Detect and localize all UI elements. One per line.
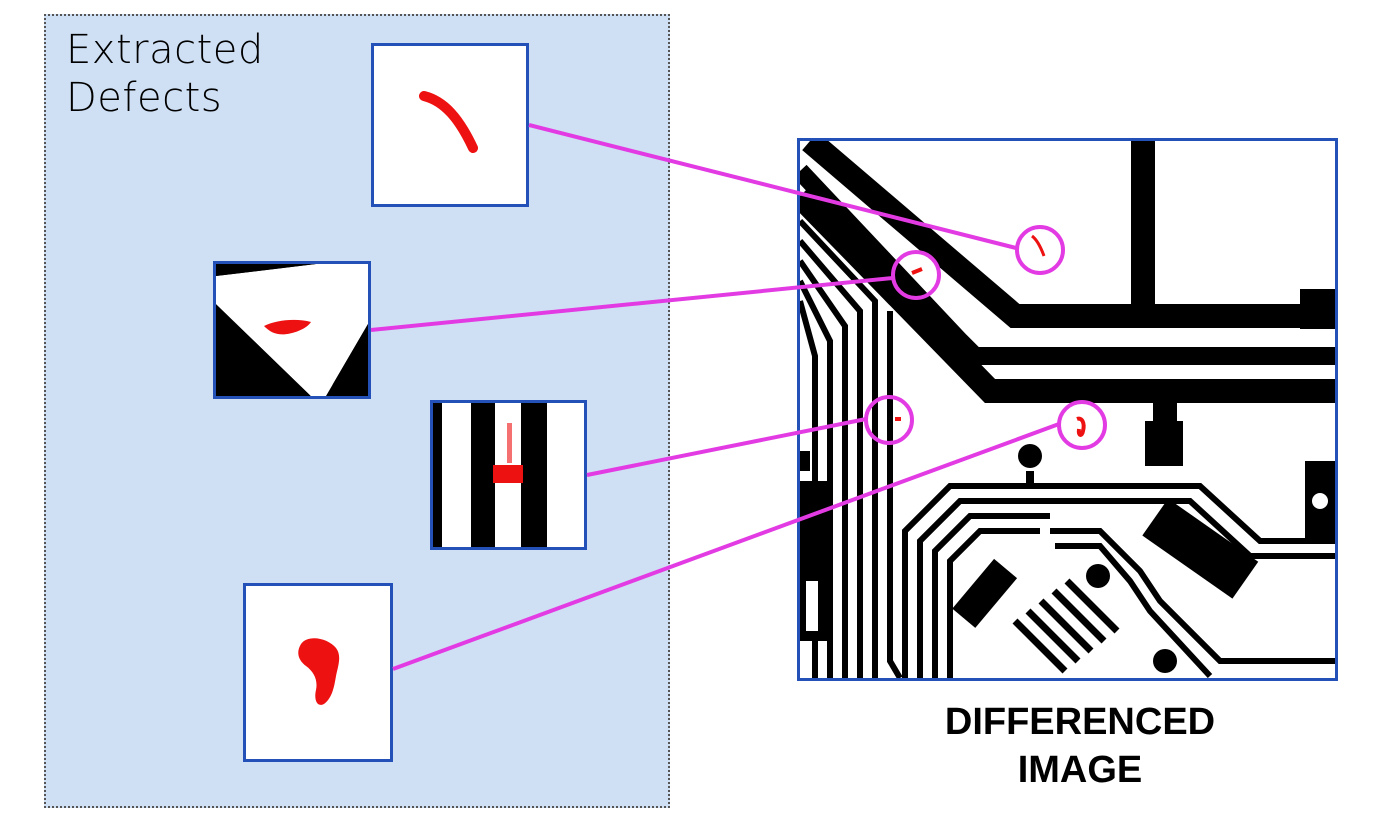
defect-2-image [216,264,368,396]
diff-defect-4 [1076,416,1086,437]
defect-3-mark-trail [507,423,512,463]
defect-1-mark [419,91,478,153]
differenced-image [797,138,1338,681]
defect-3-trace-left [433,403,442,547]
defect-2-corner-b [326,324,368,396]
pcb-trace-group [800,141,1335,678]
panel-title-line-2: Defects [66,75,223,121]
caption-line-1: DIFFERENCED [944,701,1216,743]
diff-defect-2 [911,267,923,275]
defect-tile-1 [371,43,529,207]
defect-3-trace-right [521,403,547,547]
defect-2-corner-a [216,264,316,276]
caption-line-2: IMAGE [1017,749,1143,791]
panel-title: Extracted Defects [66,26,264,122]
diff-defect-1 [1031,234,1046,257]
defect-2-mark [264,319,311,335]
defect-3-image [433,403,547,547]
defect-4-image [298,638,340,705]
defect-tile-2 [213,261,371,399]
defect-tile-4 [243,583,393,762]
defect-3-trace-middle [471,403,495,547]
defect-1-image [419,91,478,153]
defect-3-mark [493,465,523,483]
pcb-traces [800,141,1335,678]
differenced-image-caption: DIFFERENCED IMAGE [880,698,1280,794]
panel-title-line-1: Extracted [66,27,264,73]
defect-4-mark [298,638,340,705]
defect-tile-3 [430,400,587,550]
